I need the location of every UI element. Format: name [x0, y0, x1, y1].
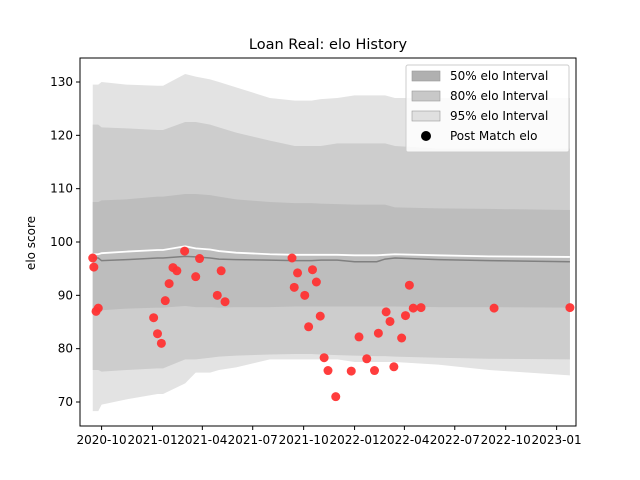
post-match-point [319, 353, 329, 363]
post-match-point [180, 246, 190, 256]
post-match-point [408, 303, 418, 313]
post-match-point [397, 333, 407, 343]
post-match-point [315, 311, 325, 321]
y-tick-label: 70 [58, 395, 73, 409]
post-match-point [346, 366, 356, 376]
x-tick-label: 2020-10 [77, 433, 127, 447]
y-tick-label: 130 [50, 75, 73, 89]
y-tick-label: 100 [50, 235, 73, 249]
post-match-point [401, 311, 410, 321]
post-match-point [323, 366, 333, 376]
legend-marker [421, 131, 431, 141]
post-match-point [354, 332, 364, 342]
legend-label: Post Match elo [450, 129, 537, 143]
median-line [92, 255, 570, 263]
post-match-point [311, 277, 321, 287]
post-match-point [172, 266, 182, 276]
post-match-point [404, 280, 414, 290]
post-match-point [373, 328, 383, 338]
x-tick-label: 2021-01 [127, 433, 177, 447]
post-match-point [416, 303, 426, 313]
legend-label: 95% elo Interval [450, 109, 548, 123]
post-match-point [195, 254, 205, 264]
x-tick-label: 2022-01 [330, 433, 380, 447]
post-match-point [191, 272, 201, 282]
post-match-point [308, 265, 317, 275]
post-match-point [212, 290, 222, 300]
x-tick-label: 2021-04 [177, 433, 227, 447]
post-match-point [93, 303, 103, 313]
x-tick-label: 2021-10 [279, 433, 329, 447]
post-match-point [164, 279, 174, 289]
y-tick-label: 120 [50, 128, 73, 142]
mean-line [92, 245, 570, 258]
post-match-point [293, 268, 303, 278]
y-tick-label: 90 [58, 288, 73, 302]
post-match-point [304, 322, 314, 332]
x-tick-label: 2023-01 [532, 433, 582, 447]
post-match-point [385, 316, 395, 326]
post-match-point [389, 362, 399, 372]
legend-swatch [411, 110, 441, 122]
legend-label: 80% elo Interval [450, 89, 548, 103]
x-tick-label: 2021-07 [228, 433, 278, 447]
band-50-interval [92, 194, 570, 312]
legend-swatch [411, 70, 441, 82]
post-match-point [160, 296, 170, 306]
post-match-point [220, 297, 230, 307]
post-match-point [370, 366, 379, 376]
post-match-point [300, 290, 310, 300]
x-tick-label: 2022-04 [379, 433, 429, 447]
legend-box [405, 64, 570, 153]
post-match-point [565, 303, 575, 313]
x-tick-label: 2022-07 [430, 433, 480, 447]
post-match-point [289, 282, 299, 292]
y-tick-label: 80 [58, 342, 73, 356]
post-match-point [216, 266, 226, 276]
post-match-point [149, 313, 159, 323]
post-match-point [331, 392, 341, 402]
y-axis-title: elo score [24, 216, 38, 270]
post-match-point [381, 307, 391, 317]
legend-label: 50% elo Interval [450, 69, 548, 83]
legend-swatch [411, 90, 441, 102]
post-match-point [89, 262, 99, 272]
legend: 50% elo Interval 80% elo Interval 95% elo … [405, 64, 570, 153]
chart-title: Loan Real: elo History [249, 37, 408, 53]
y-tick-label: 110 [50, 182, 73, 196]
x-tick-label: 2022-10 [481, 433, 531, 447]
plot-area [88, 74, 575, 412]
post-match-point [88, 253, 98, 263]
post-match-point [156, 338, 166, 348]
post-match-point [287, 253, 297, 263]
post-match-point [489, 303, 499, 313]
post-match-point [153, 329, 162, 339]
post-match-point [362, 354, 372, 364]
